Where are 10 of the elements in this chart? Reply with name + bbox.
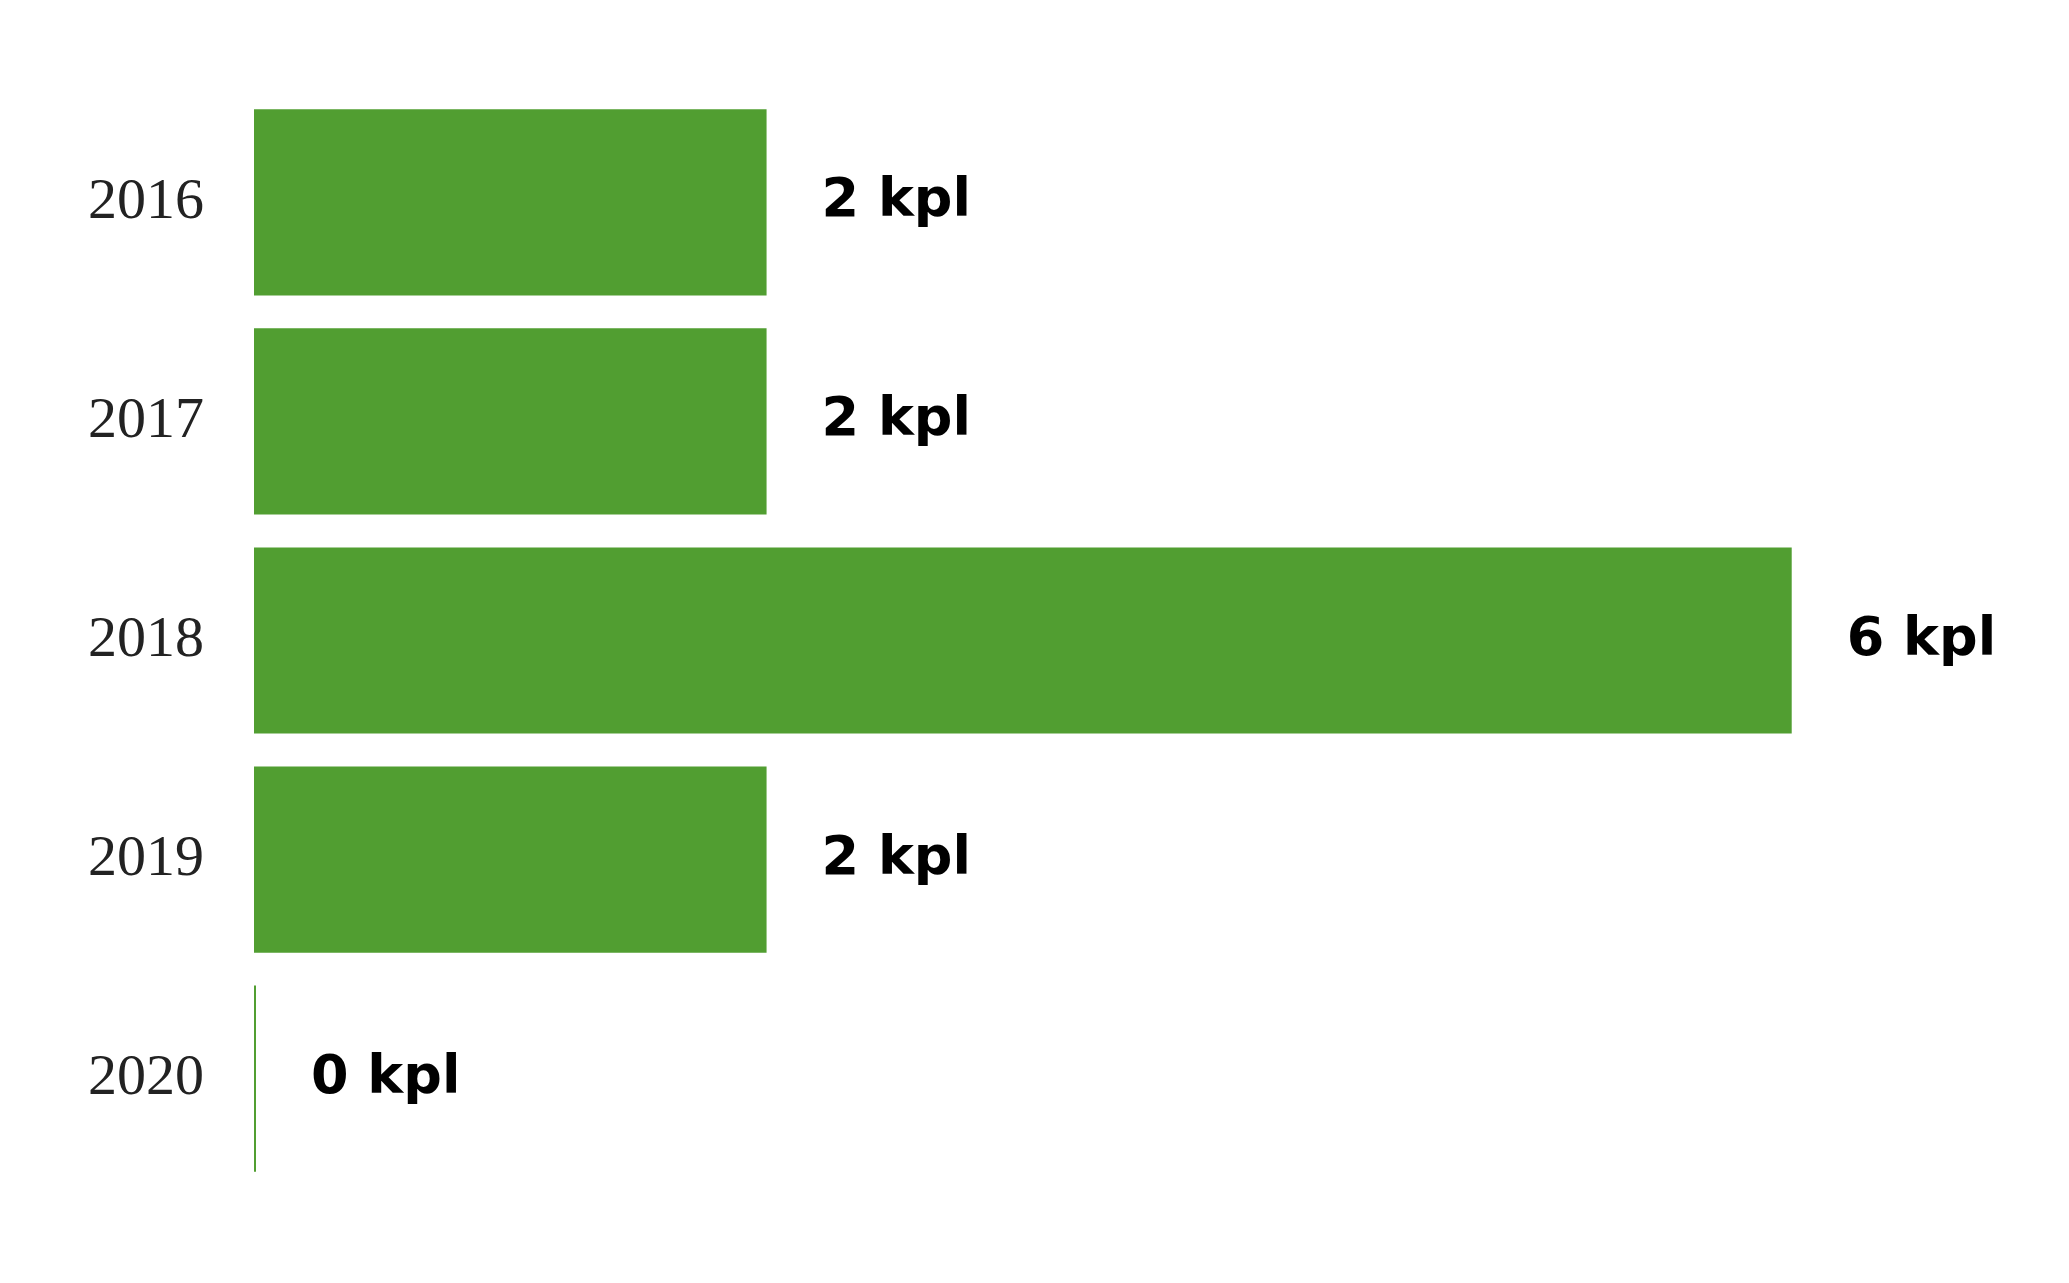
data-label: 2 kpl bbox=[821, 823, 972, 887]
y-tick-label: 2016 bbox=[88, 165, 204, 231]
y-tick-label: 2017 bbox=[88, 384, 204, 450]
data-label: 2 kpl bbox=[821, 385, 972, 449]
data-label: 6 kpl bbox=[1846, 604, 1997, 668]
data-label: 2 kpl bbox=[821, 166, 972, 230]
data-label: 0 kpl bbox=[311, 1042, 461, 1106]
y-tick-label: 2019 bbox=[88, 822, 204, 888]
y-tick-label: 2018 bbox=[88, 603, 204, 669]
y-tick-label: 2020 bbox=[88, 1041, 204, 1107]
